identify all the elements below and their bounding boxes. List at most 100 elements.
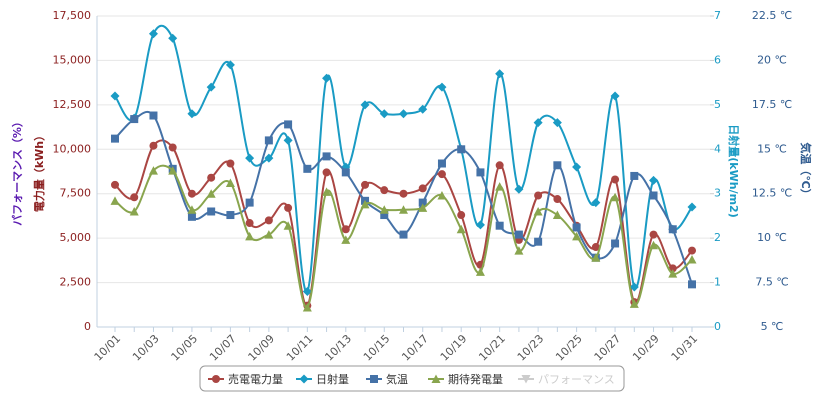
x-tick-label: 10/09 [245,332,277,364]
point [284,120,293,129]
point [418,184,427,193]
point [225,60,235,70]
point [360,100,370,110]
y3-tick-label: 12.5 ℃ [752,187,792,200]
point [129,206,139,216]
point [495,182,505,191]
y-axis-title: パフォーマンス（%） [11,116,24,226]
point [552,118,562,128]
point [553,161,562,170]
point [187,212,196,221]
x-tick-label: 10/31 [669,332,701,364]
point [611,175,620,184]
point [322,187,332,196]
legend-label[interactable]: 売電電力量 [228,373,283,386]
point [322,152,331,161]
point [591,243,600,252]
legend-marker [212,375,220,383]
point [572,162,582,172]
y3-tick-label: 22.5 ℃ [752,9,792,22]
x-tick-label: 10/01 [92,332,124,364]
point [264,153,274,163]
point [649,175,659,185]
point [418,104,428,114]
point [649,191,658,200]
point [380,211,389,220]
point [457,211,466,220]
point [322,73,332,83]
legend-label[interactable]: パフォーマンス [538,373,615,386]
point [226,211,235,220]
point [514,246,524,255]
point [245,231,255,241]
y-tick-label: 5,000 [60,231,92,244]
y2-axis-title: 日射量(kWh/m2) [727,124,741,217]
legend-box [199,365,625,392]
y-axis-title: 電力量（kWh） [32,130,46,212]
point [687,254,697,264]
series-line [114,24,693,293]
y-tick-label: 10,000 [53,142,92,155]
legend-label[interactable]: 日射量 [316,372,349,386]
y3-axis-title: 気温（℃） [799,142,813,199]
point [533,206,543,216]
y3-tick-label: 10 ℃ [757,231,787,244]
point [187,205,197,214]
point [302,286,312,296]
y2-tick-label: 0 [714,320,721,333]
x-tick-label: 10/03 [130,332,162,364]
point [206,189,216,198]
point [495,161,504,170]
point [572,223,581,232]
point [168,143,177,152]
x-tick-label: 10/07 [207,332,239,364]
point [475,267,485,276]
y3-tick-label: 7.5 ℃ [755,276,788,289]
y2-tick-label: 7 [714,9,721,22]
point [148,166,158,175]
legend-marker [521,375,531,384]
point [591,198,601,208]
point [534,237,543,246]
point [110,91,120,101]
point [207,173,216,182]
point [187,109,197,119]
x-tick-label: 10/27 [592,332,624,364]
point [553,195,562,204]
legend-label[interactable]: 期待発電量 [448,372,503,386]
point [456,224,466,234]
point [245,153,255,163]
point [245,219,254,228]
point [399,230,408,239]
point [111,180,119,189]
point [399,205,408,214]
point [630,171,639,180]
point [668,225,677,234]
point [148,29,158,39]
point [457,145,466,154]
point [380,186,389,195]
x-tick-label: 10/17 [399,332,431,364]
legend-label[interactable]: 気温 [386,372,408,386]
point [610,91,620,101]
point [437,82,447,92]
point [688,246,696,255]
x-tick-label: 10/23 [515,332,547,364]
point [206,82,216,92]
point [495,221,504,230]
y-tick-label: 7,500 [60,187,92,200]
y3-tick-label: 15 ℃ [757,142,787,155]
point [283,135,293,145]
point [572,231,582,241]
y-tick-label: 15,000 [53,53,92,66]
point [226,159,235,168]
y-tick-label: 17,500 [53,9,92,22]
point [322,168,331,177]
point [361,180,370,189]
point [302,302,312,312]
y2-tick-label: 3 [714,187,721,200]
point [168,166,178,175]
point [437,159,446,168]
point [264,230,274,239]
point [688,280,696,289]
